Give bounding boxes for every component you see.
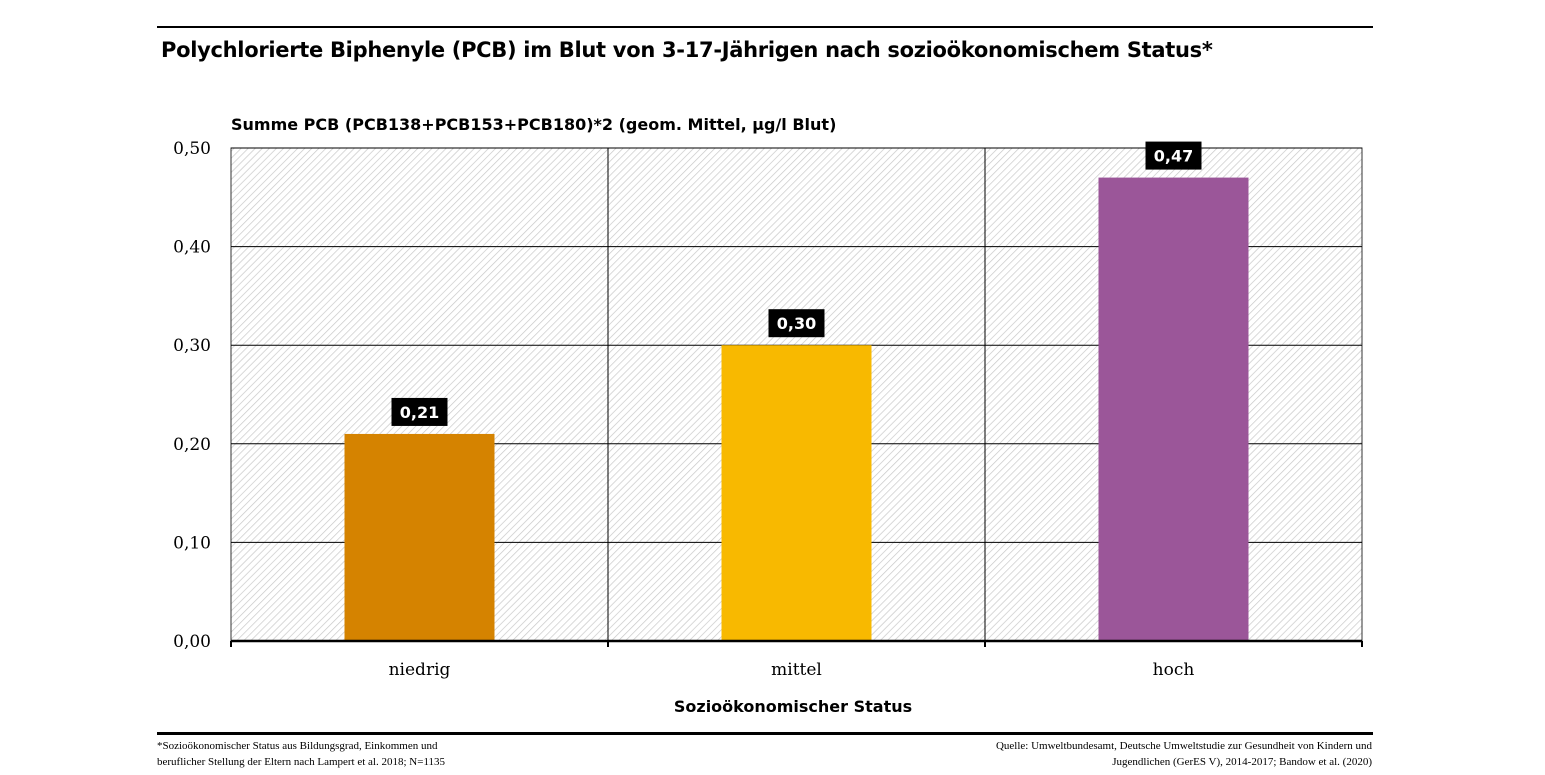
- y-tick-label: 0,30: [173, 336, 211, 356]
- bar-hoch: [1098, 177, 1249, 641]
- data-label-box: [1145, 141, 1202, 170]
- data-label-box: [391, 397, 448, 426]
- x-tick-label: hoch: [1153, 660, 1195, 680]
- data-label-box: [768, 309, 825, 338]
- y-tick-label: 0,50: [173, 139, 211, 159]
- x-tick-label: mittel: [771, 660, 822, 680]
- source-note: Quelle: Umweltbundesamt, Deutsche Umwelt…: [996, 738, 1372, 770]
- footnote: *Sozioökonomischer Status aus Bildungsgr…: [157, 738, 445, 770]
- y-tick-label: 0,00: [173, 632, 211, 652]
- bottom-rule: [157, 732, 1373, 735]
- data-label: 0,21: [400, 403, 439, 422]
- footnote-line: beruflicher Stellung der Eltern nach Lam…: [157, 756, 446, 768]
- data-label: 0,47: [1154, 147, 1193, 166]
- bar-mittel: [721, 345, 872, 641]
- top-rule: [157, 26, 1373, 28]
- y-tick-label: 0,10: [173, 533, 211, 553]
- y-tick-label: 0,20: [173, 435, 211, 455]
- chart-title: Polychlorierte Biphenyle (PCB) im Blut v…: [161, 38, 1213, 62]
- footnote-line: *Sozioökonomischer Status aus Bildungsgr…: [157, 740, 438, 752]
- y-tick-label: 0,40: [173, 238, 211, 258]
- bar-niedrig: [344, 433, 495, 641]
- x-tick-label: niedrig: [389, 660, 451, 680]
- source-line: Quelle: Umweltbundesamt, Deutsche Umwelt…: [995, 740, 1372, 752]
- data-label: 0,30: [777, 314, 816, 333]
- source-line: Jugendlichen (GerES V), 2014-2017; Bando…: [1112, 756, 1372, 768]
- y-axis-title: Summe PCB (PCB138+PCB153+PCB180)*2 (geom…: [231, 115, 836, 134]
- x-axis-title: Sozioökonomischer Status: [674, 697, 912, 716]
